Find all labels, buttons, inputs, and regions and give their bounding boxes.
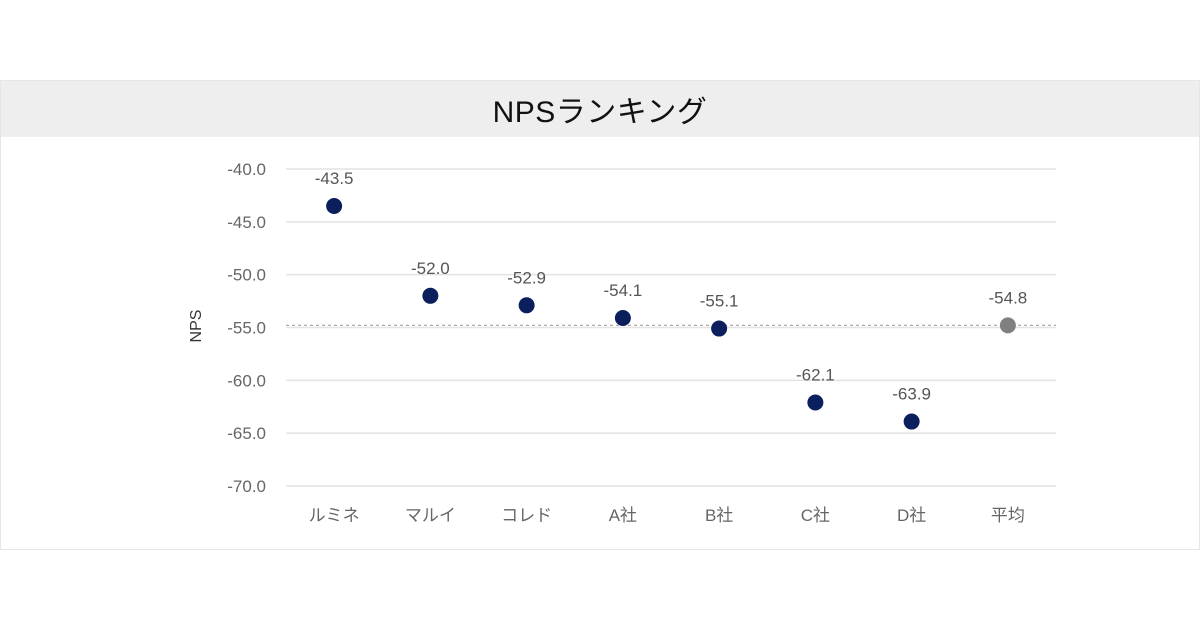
chart-title: NPSランキング [492, 96, 708, 129]
data-label: -43.5 [315, 169, 354, 188]
data-point [999, 317, 1016, 334]
y-tick-label: -40.0 [227, 160, 266, 179]
x-tick-label: マルイ [405, 506, 456, 525]
data-point [614, 309, 631, 326]
y-tick-label: -70.0 [227, 477, 266, 496]
data-point [326, 197, 343, 214]
x-tick-label: D社 [897, 506, 926, 525]
data-label: -54.1 [604, 281, 643, 300]
y-tick-label: -55.0 [227, 319, 266, 338]
data-points [326, 197, 1016, 430]
x-tick-label: 平均 [991, 506, 1025, 525]
gridlines [286, 168, 1056, 487]
data-point [422, 287, 439, 304]
data-point [518, 297, 535, 314]
nps-scatter-plot: -40.0 -45.0 -50.0 -55.0 -60.0 -65.0 -70.0 ルミネ マ… [188, 160, 1056, 525]
data-label: -55.1 [700, 292, 739, 311]
y-tick-label: -60.0 [227, 371, 266, 390]
data-label: -62.1 [796, 366, 835, 385]
data-label: -54.8 [989, 288, 1028, 307]
data-labels: -43.5 -52.0 -52.9 -54.1 -55.1 -62.1 -63.9 -54.8 [315, 169, 1028, 404]
data-point [807, 394, 824, 411]
chart-title-bar: NPSランキング [1, 81, 1199, 137]
x-tick-label: B社 [705, 506, 733, 525]
data-label: -52.0 [411, 259, 450, 278]
x-tick-label: A社 [609, 506, 637, 525]
y-tick-label: -50.0 [227, 266, 266, 285]
y-tick-label: -45.0 [227, 213, 266, 232]
data-label: -52.9 [507, 268, 546, 287]
x-tick-label: コレド [501, 506, 552, 525]
x-axis-ticks: ルミネ マルイ コレド A社 B社 C社 D社 平均 [309, 506, 1025, 525]
chart-card: NPSランキング -40.0 -45.0 -50.0 -55.0 -60.0 -65.0-… [0, 80, 1200, 550]
y-tick-label: -65.0 [227, 424, 266, 443]
data-point [711, 320, 728, 337]
data-label: -63.9 [892, 385, 931, 404]
y-axis-title: NPS [188, 310, 205, 343]
x-tick-label: ルミネ [309, 506, 360, 525]
data-point [903, 413, 920, 430]
y-axis-ticks: -40.0 -45.0 -50.0 -55.0 -60.0 -65.0 -70.0 [227, 160, 266, 496]
x-tick-label: C社 [801, 506, 830, 525]
